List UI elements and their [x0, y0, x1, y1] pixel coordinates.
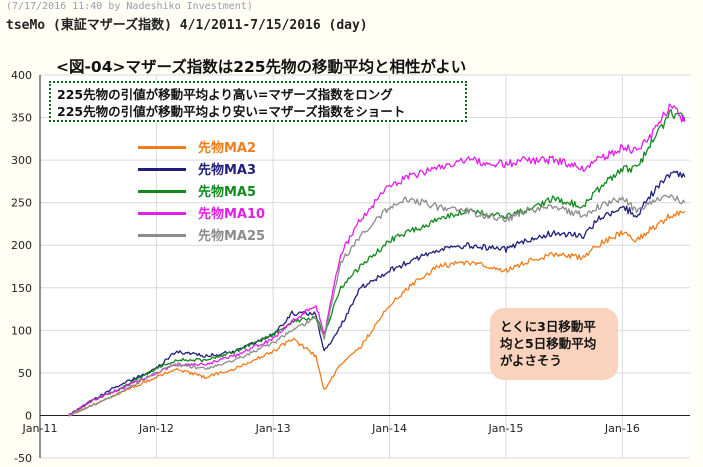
- y-tick-label: -50: [14, 452, 32, 465]
- x-tick-label: Jan-13: [255, 422, 291, 435]
- x-tick-label: Jan-12: [138, 422, 174, 435]
- legend-swatch: [138, 168, 186, 171]
- y-tick-label: 350: [11, 112, 32, 125]
- chart-title: <図-04>マザーズ指数は225先物の移動平均と相性がよい: [56, 58, 467, 76]
- y-tick-label: 0: [25, 409, 32, 422]
- callout-line-2: 均と5日移動平均: [500, 336, 597, 351]
- legend-label: 先物MA3: [198, 163, 257, 178]
- legend-swatch: [138, 190, 186, 193]
- series-line: [68, 194, 686, 417]
- legend-swatch: [138, 212, 186, 215]
- callout-line-3: がよさそう: [500, 353, 562, 368]
- y-tick-label: 400: [11, 69, 32, 82]
- chart-header: tseMo (東証マザーズ指数) 4/1/2011-7/15/2016 (day…: [6, 18, 368, 33]
- callout-line-1: とくに3日移動平: [500, 319, 596, 334]
- legend-label: 先物MA25: [198, 229, 266, 244]
- legend-label: 先物MA10: [198, 207, 266, 222]
- y-tick-label: 150: [11, 282, 32, 295]
- y-tick-label: 300: [11, 154, 32, 167]
- plot-area: [40, 75, 690, 458]
- y-tick-label: 50: [18, 367, 32, 380]
- legend-label: 先物MA2: [198, 141, 257, 156]
- y-tick-label: 250: [11, 197, 32, 210]
- legend-label: 先物MA5: [198, 185, 257, 200]
- legend-swatch: [138, 146, 186, 149]
- x-tick-label: Jan-15: [488, 422, 524, 435]
- y-tick-label: 200: [11, 239, 32, 252]
- timestamp-credit: (7/17/2016 11:40 by Nadeshiko Investment…: [6, 1, 253, 12]
- x-tick-label: Jan-16: [604, 422, 640, 435]
- series-line: [68, 210, 686, 417]
- rule-note-long: 225先物の引値が移動平均より高い=マザーズ指数をロング: [57, 87, 393, 102]
- x-tick-label: Jan-14: [371, 422, 407, 435]
- rule-note-box: 225先物の引値が移動平均より高い=マザーズ指数をロング 225先物の引値が移動…: [49, 81, 467, 122]
- callout-box: とくに3日移動平 均と5日移動平均 がよさそう: [490, 308, 618, 380]
- series-line: [68, 108, 686, 417]
- y-tick-label: 100: [11, 324, 32, 337]
- legend-swatch: [138, 234, 186, 237]
- rule-note-short: 225先物の引値が移動平均より安い=マザーズ指数をショート: [57, 104, 406, 119]
- series-line: [68, 170, 686, 417]
